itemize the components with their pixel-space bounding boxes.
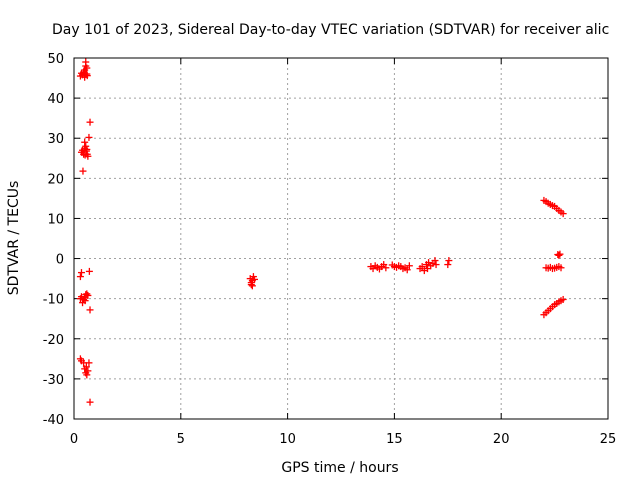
data-point: [405, 262, 413, 270]
data-point: [85, 359, 93, 367]
data-point: [81, 138, 89, 146]
data-point: [431, 257, 439, 265]
data-point: [81, 297, 89, 305]
data-point: [79, 167, 87, 175]
data-point: [250, 275, 258, 283]
data-point: [80, 295, 88, 303]
data-point: [248, 282, 256, 290]
data-point: [76, 273, 84, 281]
data-point: [77, 269, 85, 277]
y-tick-label: -40: [43, 413, 64, 428]
data-point: [83, 371, 91, 379]
data-point: [557, 264, 565, 272]
data-point: [82, 58, 90, 66]
tick-labels: 0 5 10 15 20 25 -40 -30 -20 -10 0 10 20 30 40 50: [43, 52, 617, 447]
x-tick-label: 10: [279, 432, 296, 447]
data-point: [556, 250, 564, 258]
data-point: [85, 133, 93, 141]
y-tick-label: 20: [47, 172, 64, 187]
data-point: [84, 152, 92, 160]
data-point: [445, 257, 453, 265]
plot-frame: [73, 57, 609, 420]
y-tick-label: 0: [56, 253, 64, 268]
axis-ticks: [73, 57, 609, 420]
data-point: [418, 263, 426, 271]
data-point: [86, 306, 94, 314]
data-point: [559, 295, 567, 303]
x-tick-label: 20: [493, 432, 510, 447]
y-tick-label: -20: [43, 333, 64, 348]
data-point: [247, 281, 255, 289]
y-tick-label: -30: [43, 373, 64, 388]
data-point: [559, 210, 567, 218]
data-point: [84, 367, 92, 375]
data-point: [82, 363, 90, 371]
chart-title: Day 101 of 2023, Sidereal Day-to-day VTE…: [52, 22, 609, 38]
x-tick-label: 5: [177, 432, 185, 447]
y-tick-label: 50: [47, 52, 64, 67]
data-point: [382, 264, 390, 272]
x-tick-label: 15: [386, 432, 403, 447]
x-axis-label: GPS time / hours: [281, 460, 398, 476]
data-point: [85, 267, 93, 275]
x-tick-label: 25: [600, 432, 617, 447]
y-tick-label: -10: [43, 293, 64, 308]
data-point: [83, 64, 91, 72]
data-points: [76, 58, 567, 406]
data-point: [403, 266, 411, 274]
y-tick-label: 40: [47, 92, 64, 107]
data-point: [432, 261, 440, 269]
data-point: [83, 290, 91, 298]
data-point: [86, 398, 94, 406]
data-point: [84, 291, 92, 299]
y-axis-label: SDTVAR / TECUs: [6, 181, 22, 296]
data-point: [86, 118, 94, 126]
y-tick-label: 30: [47, 132, 64, 147]
x-tick-label: 0: [70, 432, 78, 447]
data-point: [83, 72, 91, 80]
data-point: [555, 251, 563, 259]
y-tick-label: 10: [47, 212, 64, 227]
data-point: [444, 261, 452, 269]
grid: [74, 58, 608, 419]
